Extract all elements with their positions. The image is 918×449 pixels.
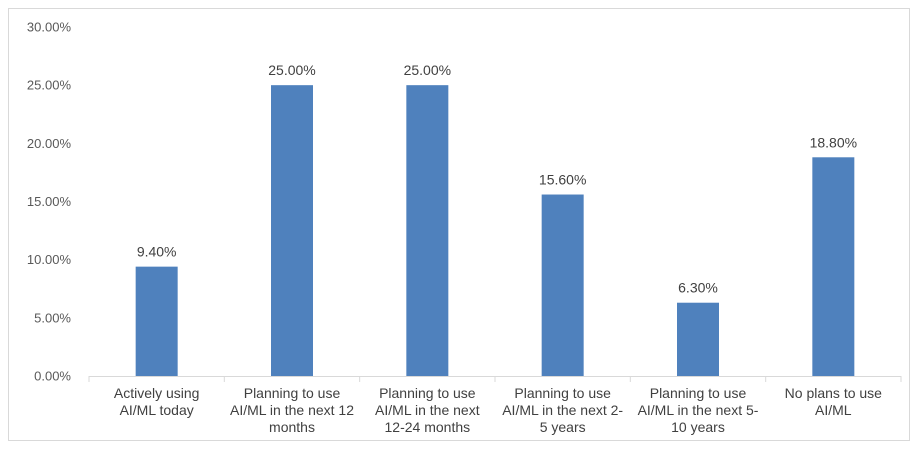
category-labels: Actively using AI/ML today Planning to use…	[114, 385, 882, 435]
data-label: 25.00%	[404, 62, 451, 78]
bar	[271, 85, 313, 377]
y-tick-label: 30.00%	[27, 20, 72, 35]
category-label: Planning to use AI/ML in the next 12-24 mo…	[375, 385, 480, 435]
data-labels: 9.40% 25.00% 25.00% 15.60% 6.30% 18.80%	[137, 62, 857, 296]
y-tick-label: 0.00%	[34, 369, 71, 384]
bar	[541, 194, 584, 376]
data-label: 15.60%	[539, 172, 586, 188]
y-tick-label: 15.00%	[27, 194, 72, 209]
category-label: Planning to use AI/ML in the next 2-5 yea…	[502, 385, 623, 435]
category-label-line: AI/ML in the next 5-	[638, 402, 759, 418]
data-label: 18.80%	[810, 134, 857, 150]
category-label: Planning to use AI/ML in the next 5-10 ye…	[638, 385, 759, 435]
category-label-line: AI/ML today	[120, 402, 194, 418]
y-tick-label: 10.00%	[27, 252, 72, 267]
bar	[812, 157, 855, 376]
category-label-line: No plans to use	[785, 385, 882, 401]
category-label-line: 12-24 months	[385, 419, 471, 435]
category-label-line: AI/ML in the next	[375, 402, 480, 418]
category-label-line: AI/ML in the next 2-	[502, 402, 623, 418]
bar-chart: 0.00% 5.00% 10.00% 15.00% 20.00% 25.00% 30.00%…	[27, 20, 902, 435]
category-label-line: AI/ML in the next 12	[230, 402, 354, 418]
data-label: 9.40%	[137, 244, 177, 260]
category-label-line: Planning to use	[379, 385, 476, 401]
y-tick-label: 5.00%	[34, 310, 71, 325]
category-label-line: 10 years	[671, 419, 725, 435]
y-tick-label: 25.00%	[27, 78, 72, 93]
bar	[135, 266, 178, 376]
category-label-line: months	[269, 419, 315, 435]
x-axis-ticks	[88, 376, 902, 382]
bar	[677, 302, 719, 376]
category-label: Actively using AI/ML today	[114, 385, 200, 418]
data-label: 25.00%	[268, 62, 315, 78]
chart-frame: 0.00% 5.00% 10.00% 15.00% 20.00% 25.00% 30.00%…	[8, 8, 910, 441]
category-label-line: Planning to use	[514, 385, 611, 401]
bars	[135, 85, 855, 377]
category-label: Planning to use AI/ML in the next 12 month…	[230, 385, 354, 435]
category-label-line: Planning to use	[244, 385, 341, 401]
data-label: 6.30%	[678, 280, 718, 296]
category-label-line: Planning to use	[650, 385, 747, 401]
category-label-line: 5 years	[540, 419, 586, 435]
category-label: No plans to use AI/ML	[785, 385, 882, 418]
bar	[406, 85, 449, 377]
category-label-line: Actively using	[114, 385, 200, 401]
category-label-line: AI/ML	[815, 402, 852, 418]
y-tick-label: 20.00%	[27, 136, 72, 151]
y-axis-ticks: 0.00% 5.00% 10.00% 15.00% 20.00% 25.00% 30.00%	[27, 20, 72, 384]
